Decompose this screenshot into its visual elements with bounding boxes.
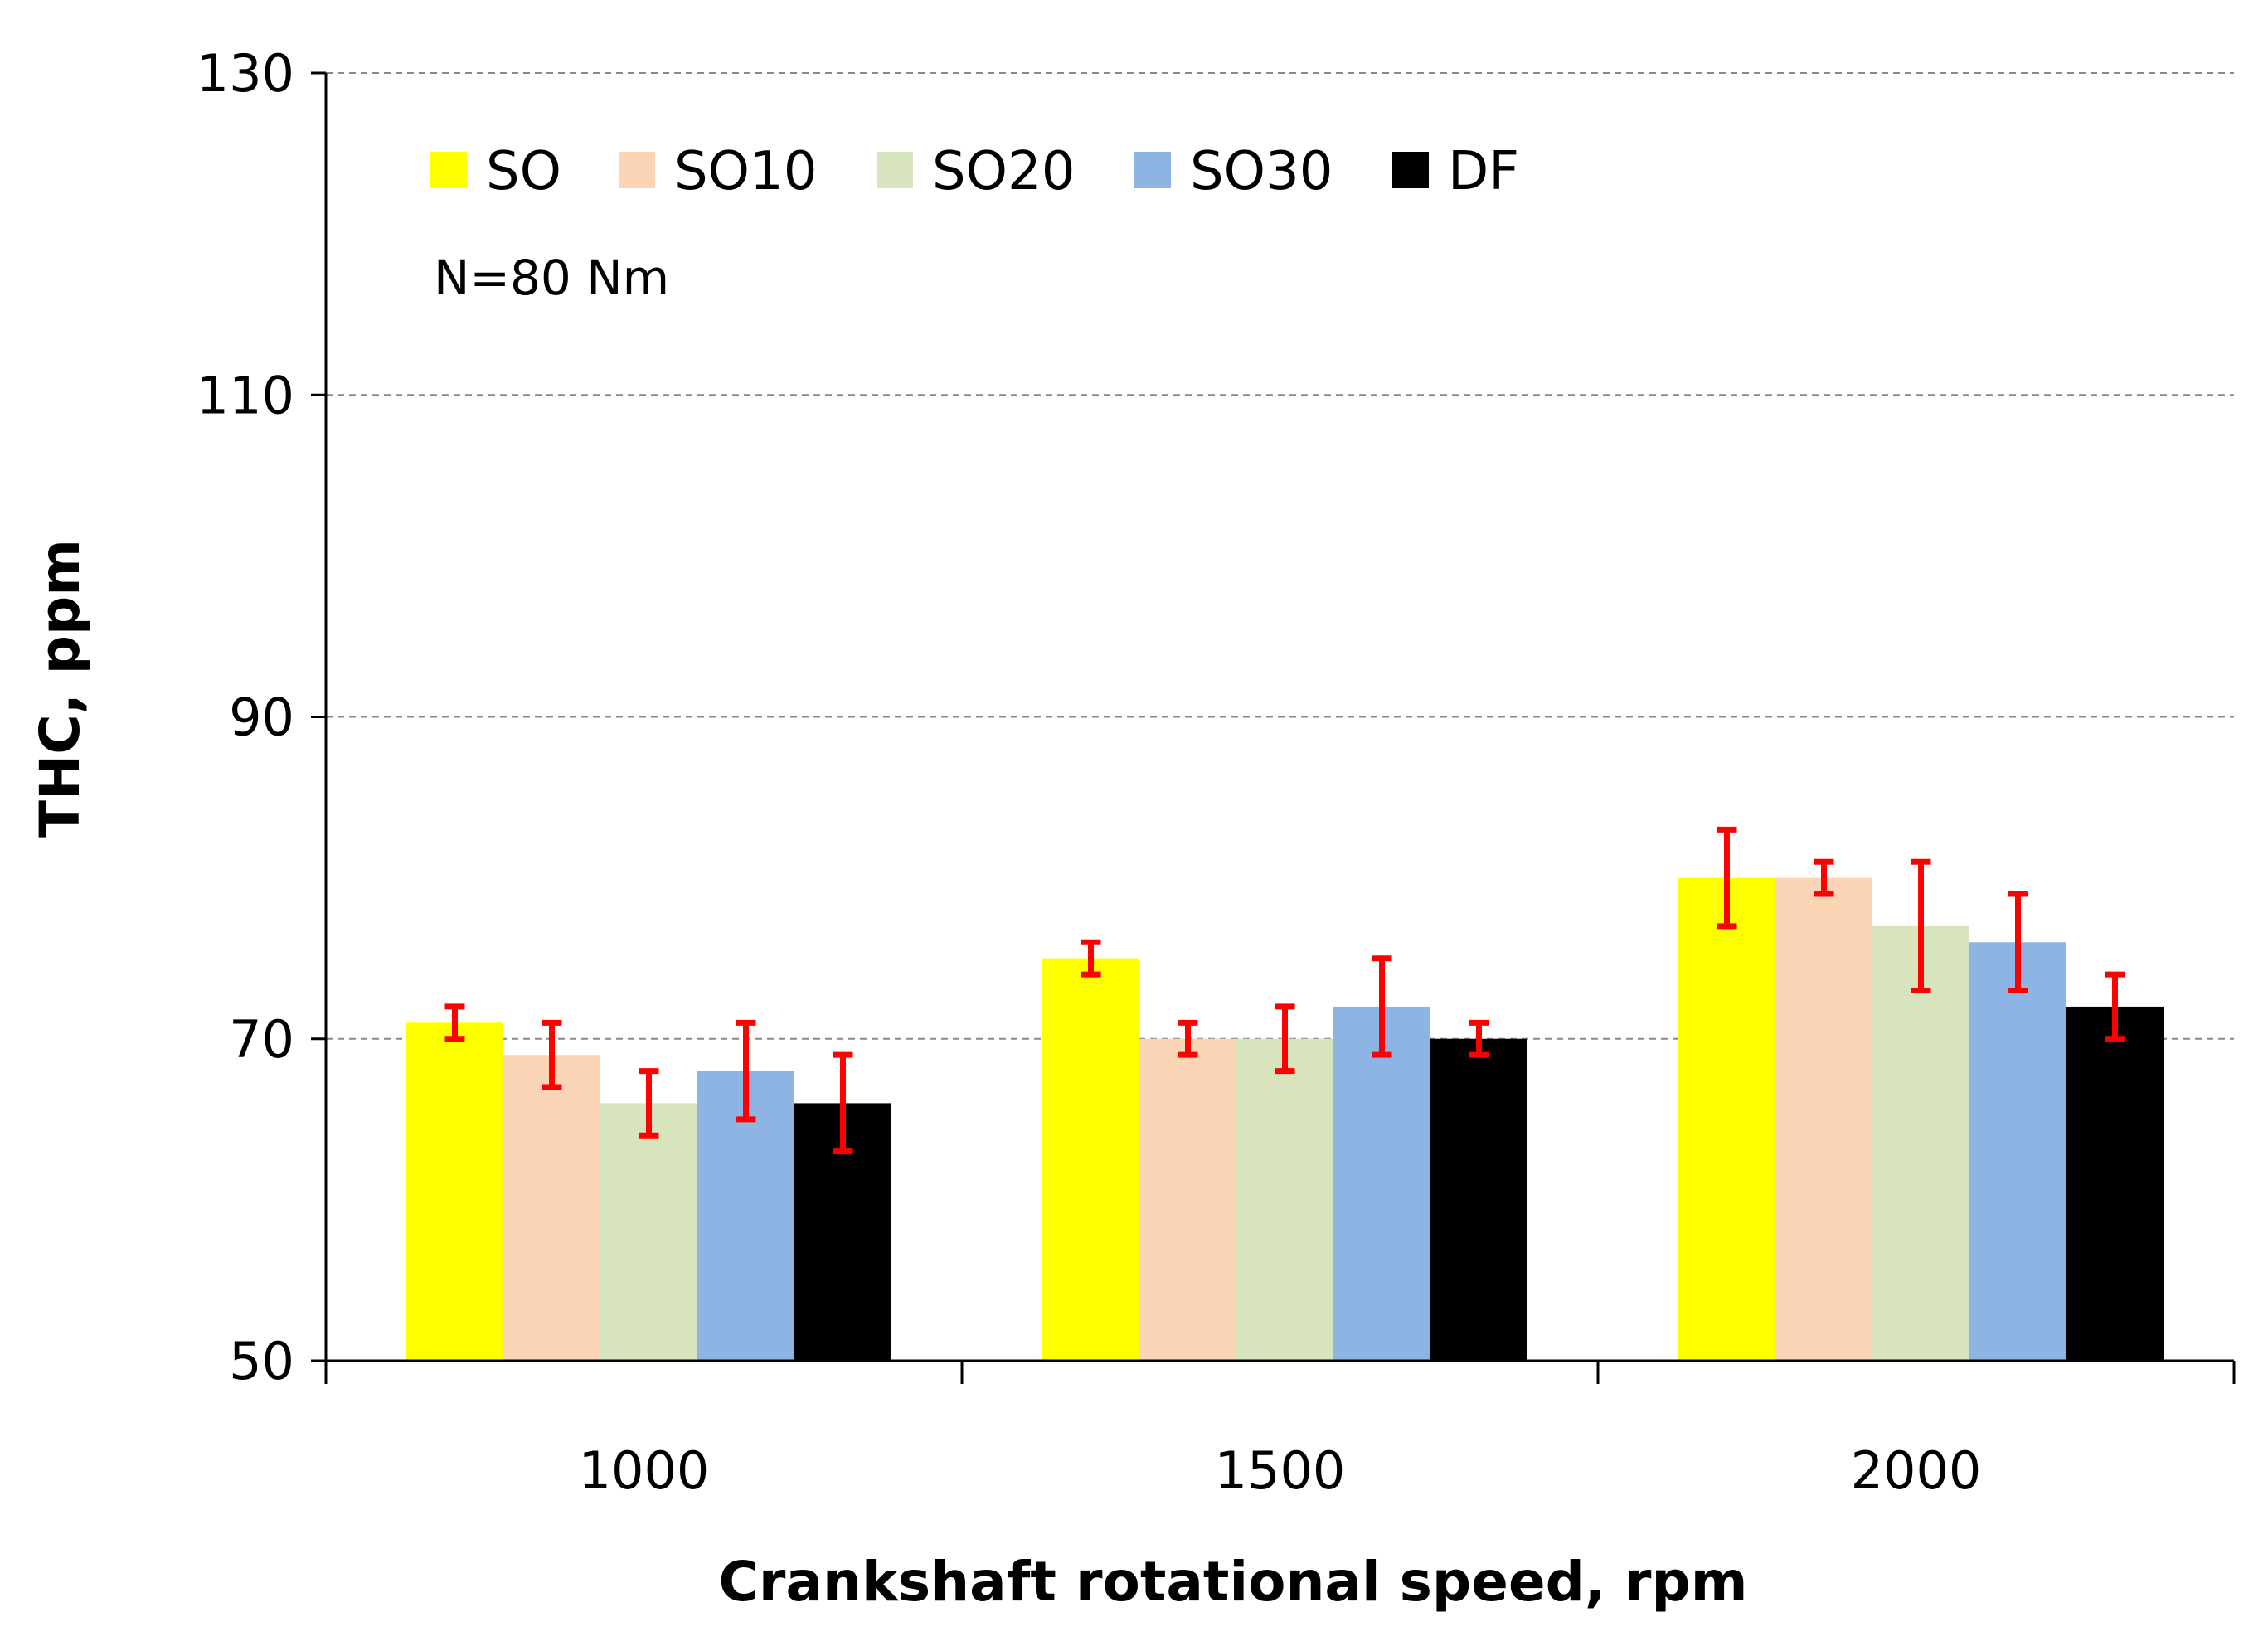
x-tick-label: 1000 bbox=[579, 1440, 710, 1501]
y-tick-label: 50 bbox=[229, 1331, 294, 1391]
legend-swatch-so20 bbox=[877, 152, 913, 188]
y-tick-label: 110 bbox=[197, 365, 294, 425]
y-tick-label: 130 bbox=[197, 43, 294, 104]
gridlines bbox=[326, 72, 2234, 1040]
bars bbox=[406, 877, 2164, 1361]
bar-so30-1500 bbox=[1333, 1006, 1430, 1361]
legend-swatch-so30 bbox=[1134, 152, 1171, 188]
bar-so20-2000 bbox=[1872, 925, 1969, 1361]
legend-label-so20: SO20 bbox=[932, 141, 1075, 202]
legend-swatch-so10 bbox=[619, 152, 655, 188]
legend-swatch-df bbox=[1392, 152, 1429, 188]
bar-so20-1500 bbox=[1236, 1038, 1333, 1361]
legend-label-so: SO bbox=[486, 141, 561, 202]
bar-so20-1000 bbox=[600, 1103, 697, 1361]
bar-df-2000 bbox=[2066, 1006, 2164, 1361]
bar-so-1500 bbox=[1042, 958, 1139, 1361]
axes: 50 70 90 110 130 1000 1500 2000 bbox=[197, 43, 2236, 1501]
legend-swatch-so bbox=[430, 152, 467, 188]
bar-so-2000 bbox=[1678, 877, 1775, 1361]
bar-so10-1500 bbox=[1139, 1038, 1236, 1361]
legend-label-so30: SO30 bbox=[1190, 141, 1333, 202]
y-axis-title: THC, ppm bbox=[28, 539, 92, 838]
legend-label-so10: SO10 bbox=[674, 141, 817, 202]
bar-so-1000 bbox=[406, 1022, 503, 1361]
y-tick-label: 90 bbox=[229, 687, 294, 748]
bar-df-1500 bbox=[1430, 1038, 1527, 1361]
x-tick-label: 2000 bbox=[1851, 1440, 1982, 1501]
legend: SO SO10 SO20 SO30 DF bbox=[430, 141, 1519, 202]
bar-so30-2000 bbox=[1969, 942, 2066, 1361]
bar-so10-1000 bbox=[503, 1055, 600, 1361]
legend-label-df: DF bbox=[1448, 141, 1519, 202]
y-tick-label: 70 bbox=[229, 1009, 294, 1070]
error-bars bbox=[444, 826, 2125, 1155]
x-axis-title: Crankshaft rotational speed, rpm bbox=[719, 1550, 1748, 1614]
annotation-label: N=80 Nm bbox=[434, 250, 669, 306]
bar-so10-2000 bbox=[1775, 877, 1872, 1361]
x-tick-label: 1500 bbox=[1215, 1440, 1346, 1501]
